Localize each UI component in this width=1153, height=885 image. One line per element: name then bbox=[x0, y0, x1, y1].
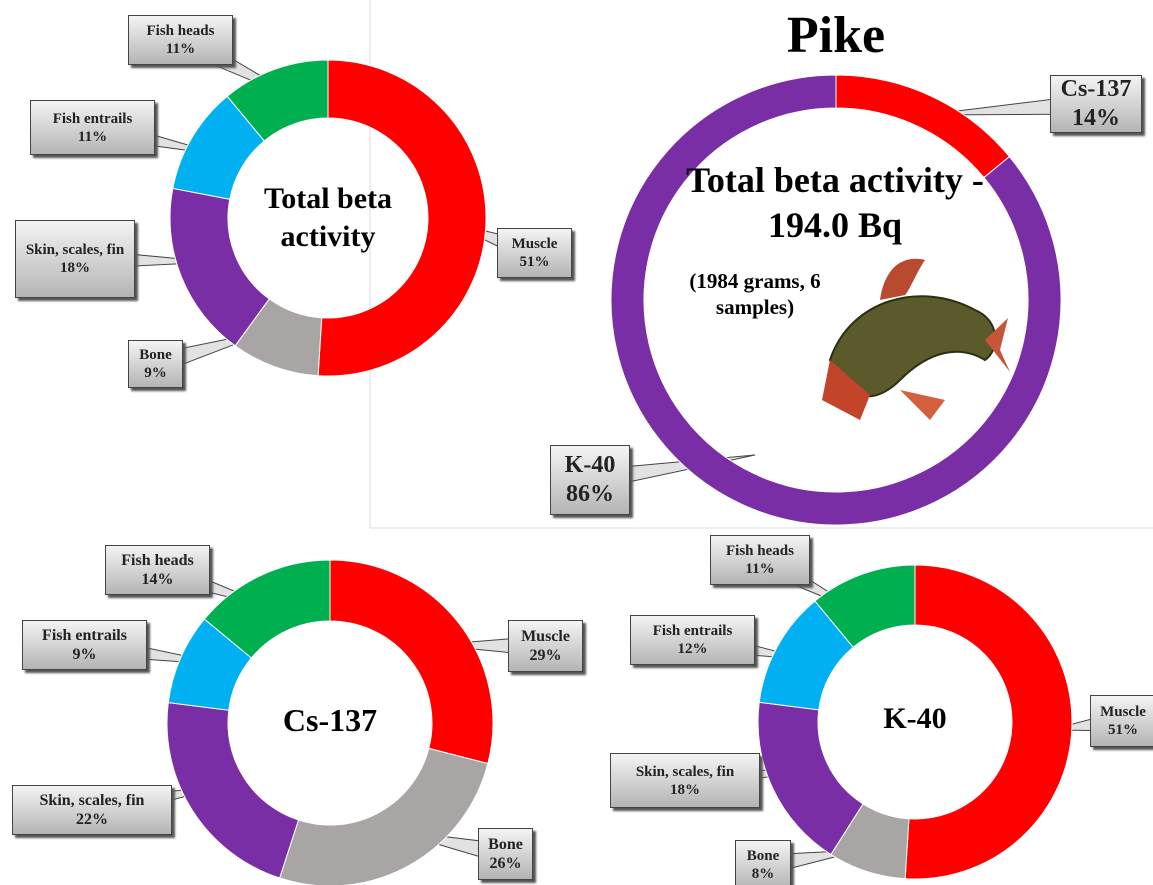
category-label: Fish entrails bbox=[27, 626, 142, 645]
category-label: K-40 bbox=[555, 451, 625, 480]
category-label: Skin, scales, fin bbox=[615, 763, 755, 781]
value-label: 18% bbox=[615, 781, 755, 799]
value-label: 11% bbox=[715, 560, 805, 578]
charts: Pike bbox=[0, 0, 1153, 885]
value-label: 11% bbox=[35, 128, 150, 146]
value-label: 51% bbox=[1095, 721, 1151, 739]
value-label: 9% bbox=[133, 364, 178, 382]
center-label: K-40 bbox=[840, 700, 990, 738]
subtitle: (1984 grams, 6 samples) bbox=[665, 268, 845, 321]
category-label: Cs-137 bbox=[1055, 75, 1137, 104]
value-label: 14% bbox=[1055, 104, 1137, 133]
value-label: 29% bbox=[513, 646, 578, 665]
value-label: 18% bbox=[20, 259, 130, 277]
fish-illustration bbox=[822, 259, 1010, 420]
value-label: 8% bbox=[740, 865, 786, 883]
value-label: 11% bbox=[133, 40, 228, 58]
value-label: 26% bbox=[483, 854, 528, 873]
value-label: 51% bbox=[502, 253, 567, 271]
category-label: Muscle bbox=[513, 627, 578, 646]
category-label: Muscle bbox=[502, 235, 567, 253]
category-label: Fish entrails bbox=[635, 622, 750, 640]
center-label: Total beta activity bbox=[248, 180, 408, 255]
value-label: 14% bbox=[110, 570, 205, 589]
category-label: Skin, scales, fin bbox=[20, 241, 130, 259]
category-label: Bone bbox=[133, 346, 178, 364]
value-label: 12% bbox=[635, 640, 750, 658]
value-label: 22% bbox=[17, 810, 167, 829]
page: Pike Muscle51%Bone9%Skin, scales, fin18%… bbox=[0, 0, 1153, 885]
category-label: Fish entrails bbox=[35, 110, 150, 128]
donut-segment bbox=[280, 748, 488, 885]
value-label: 9% bbox=[27, 645, 142, 664]
category-label: Fish heads bbox=[715, 542, 805, 560]
category-label: Fish heads bbox=[133, 22, 228, 40]
value-label: 86% bbox=[555, 480, 625, 509]
category-label: Muscle bbox=[1095, 703, 1151, 721]
center-label: Cs-137 bbox=[250, 700, 410, 740]
center-label: Total beta activity - 194.0 Bq bbox=[660, 158, 1010, 248]
category-label: Bone bbox=[740, 847, 786, 865]
chart-title: Pike bbox=[787, 7, 885, 64]
category-label: Skin, scales, fin bbox=[17, 791, 167, 810]
category-label: Fish heads bbox=[110, 551, 205, 570]
category-label: Bone bbox=[483, 835, 528, 854]
